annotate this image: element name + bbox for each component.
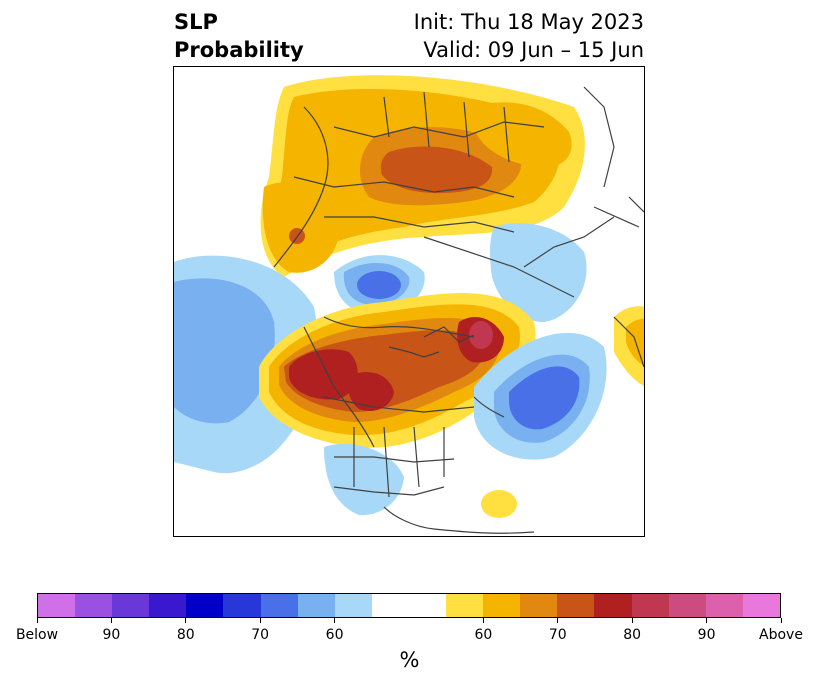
colorbar-tick-mark xyxy=(557,618,559,623)
colorbar-tick-mark xyxy=(334,618,336,623)
colorbar-cell xyxy=(668,594,706,617)
colorbar-cell xyxy=(260,594,298,617)
colorbar-tick-label: 90 xyxy=(697,627,716,643)
colorbar-tick-mark xyxy=(110,618,112,623)
ne-asia-pale-blue xyxy=(489,223,587,322)
colorbar-tick-mark xyxy=(185,618,187,623)
colorbar-tick-mark xyxy=(706,618,708,623)
us-below-region xyxy=(324,443,404,516)
colorbar-cell xyxy=(742,594,780,617)
colorbar-cell xyxy=(631,594,669,617)
colorbar-tick-mark xyxy=(482,618,484,623)
colorbar-tick-label: 90 xyxy=(102,627,121,643)
eurasia-west-yellow xyxy=(262,182,340,273)
colorbar-cell xyxy=(705,594,743,617)
colorbar-cell xyxy=(408,594,447,617)
colorbar-cell xyxy=(594,594,632,617)
colorbar-tick-label: 80 xyxy=(623,627,642,643)
probability-map xyxy=(173,66,645,537)
title-line-2: Probability xyxy=(174,38,304,62)
eurasia-west-rust xyxy=(289,228,305,244)
colorbar-tick-label: Below xyxy=(15,627,59,643)
atlantic-mid-blue xyxy=(509,366,580,430)
coastlines xyxy=(273,86,644,534)
us-pale-blue xyxy=(324,443,404,516)
forecast-dates: Init: Thu 18 May 2023 Valid: 09 Jun – 15… xyxy=(414,8,644,64)
colorbar-tick-label: 60 xyxy=(474,627,493,643)
colorbar-tick-label: 70 xyxy=(251,627,270,643)
small-above-regions xyxy=(481,306,644,518)
valid-range: Valid: 09 Jun – 15 Jun xyxy=(423,38,644,62)
colorbar-tick-label: Above xyxy=(759,627,803,643)
colorbar-tick-label: 80 xyxy=(176,627,195,643)
na-red-west xyxy=(289,349,358,400)
ne-gold xyxy=(474,102,572,168)
na-crimson xyxy=(469,321,493,349)
chart-title: SLP Probability xyxy=(174,8,304,64)
title-line-1: SLP xyxy=(174,10,218,34)
colorbar-cell xyxy=(371,594,409,617)
colorbar-tick-mark xyxy=(780,618,782,623)
colorbar-cell xyxy=(112,594,150,617)
atlantic-below-region xyxy=(474,332,607,460)
north-america-above-region xyxy=(259,293,536,448)
colorbar-cell xyxy=(297,594,335,617)
colorbar-cell xyxy=(223,594,261,617)
ne-asia-below-region xyxy=(489,223,587,322)
colorbar-cell xyxy=(38,594,76,617)
arctic-mid-blue xyxy=(357,271,401,299)
colorbar-tick-label: 70 xyxy=(548,627,567,643)
colorbar-tick-mark xyxy=(36,618,38,623)
colorbar-cell xyxy=(520,594,558,617)
colorbar-cell xyxy=(483,594,521,617)
na-red-center xyxy=(347,372,394,412)
map-svg xyxy=(174,75,644,534)
colorbar-cell xyxy=(149,594,187,617)
eurasia-rust xyxy=(380,146,493,194)
colorbar-unit-label: % xyxy=(399,648,420,672)
colorbar-cell xyxy=(186,594,224,617)
colorbar-tick-label: 60 xyxy=(325,627,344,643)
colorbar-cell xyxy=(446,594,484,617)
eurasia-above-region xyxy=(260,75,585,277)
colorbar-cell xyxy=(75,594,113,617)
init-date: Init: Thu 18 May 2023 xyxy=(413,10,644,34)
atlantic-yellow-blob xyxy=(481,490,517,518)
colorbar xyxy=(37,593,781,618)
pacific-light-blue xyxy=(174,278,275,424)
colorbar-tick-mark xyxy=(259,618,261,623)
colorbar-tick-mark xyxy=(631,618,633,623)
colorbar-cell xyxy=(334,594,372,617)
colorbar-cell xyxy=(557,594,595,617)
